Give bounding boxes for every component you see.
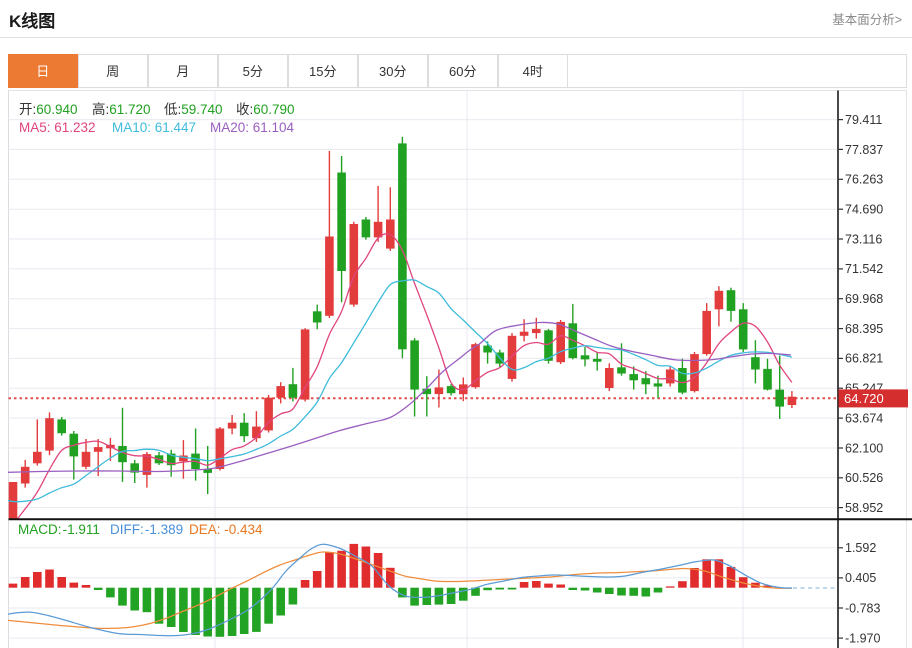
svg-text:76.263: 76.263 [845,173,883,187]
svg-text:63.674: 63.674 [845,411,883,425]
svg-text:71.542: 71.542 [845,262,883,276]
svg-text:-1.970: -1.970 [845,631,880,645]
svg-text:74.690: 74.690 [845,203,883,217]
svg-text:58.952: 58.952 [845,501,883,515]
svg-text:64.720: 64.720 [844,391,884,406]
svg-text:79.411: 79.411 [845,113,882,127]
svg-text:77.837: 77.837 [845,143,883,157]
svg-text:0.405: 0.405 [845,571,876,585]
svg-text:66.821: 66.821 [845,352,883,366]
svg-text:1.592: 1.592 [845,541,876,555]
svg-text:60.526: 60.526 [845,471,883,485]
svg-text:62.100: 62.100 [845,441,883,455]
svg-text:-0.783: -0.783 [845,601,880,615]
svg-text:73.116: 73.116 [845,232,882,246]
svg-text:69.968: 69.968 [845,292,883,306]
svg-text:68.395: 68.395 [845,322,883,336]
